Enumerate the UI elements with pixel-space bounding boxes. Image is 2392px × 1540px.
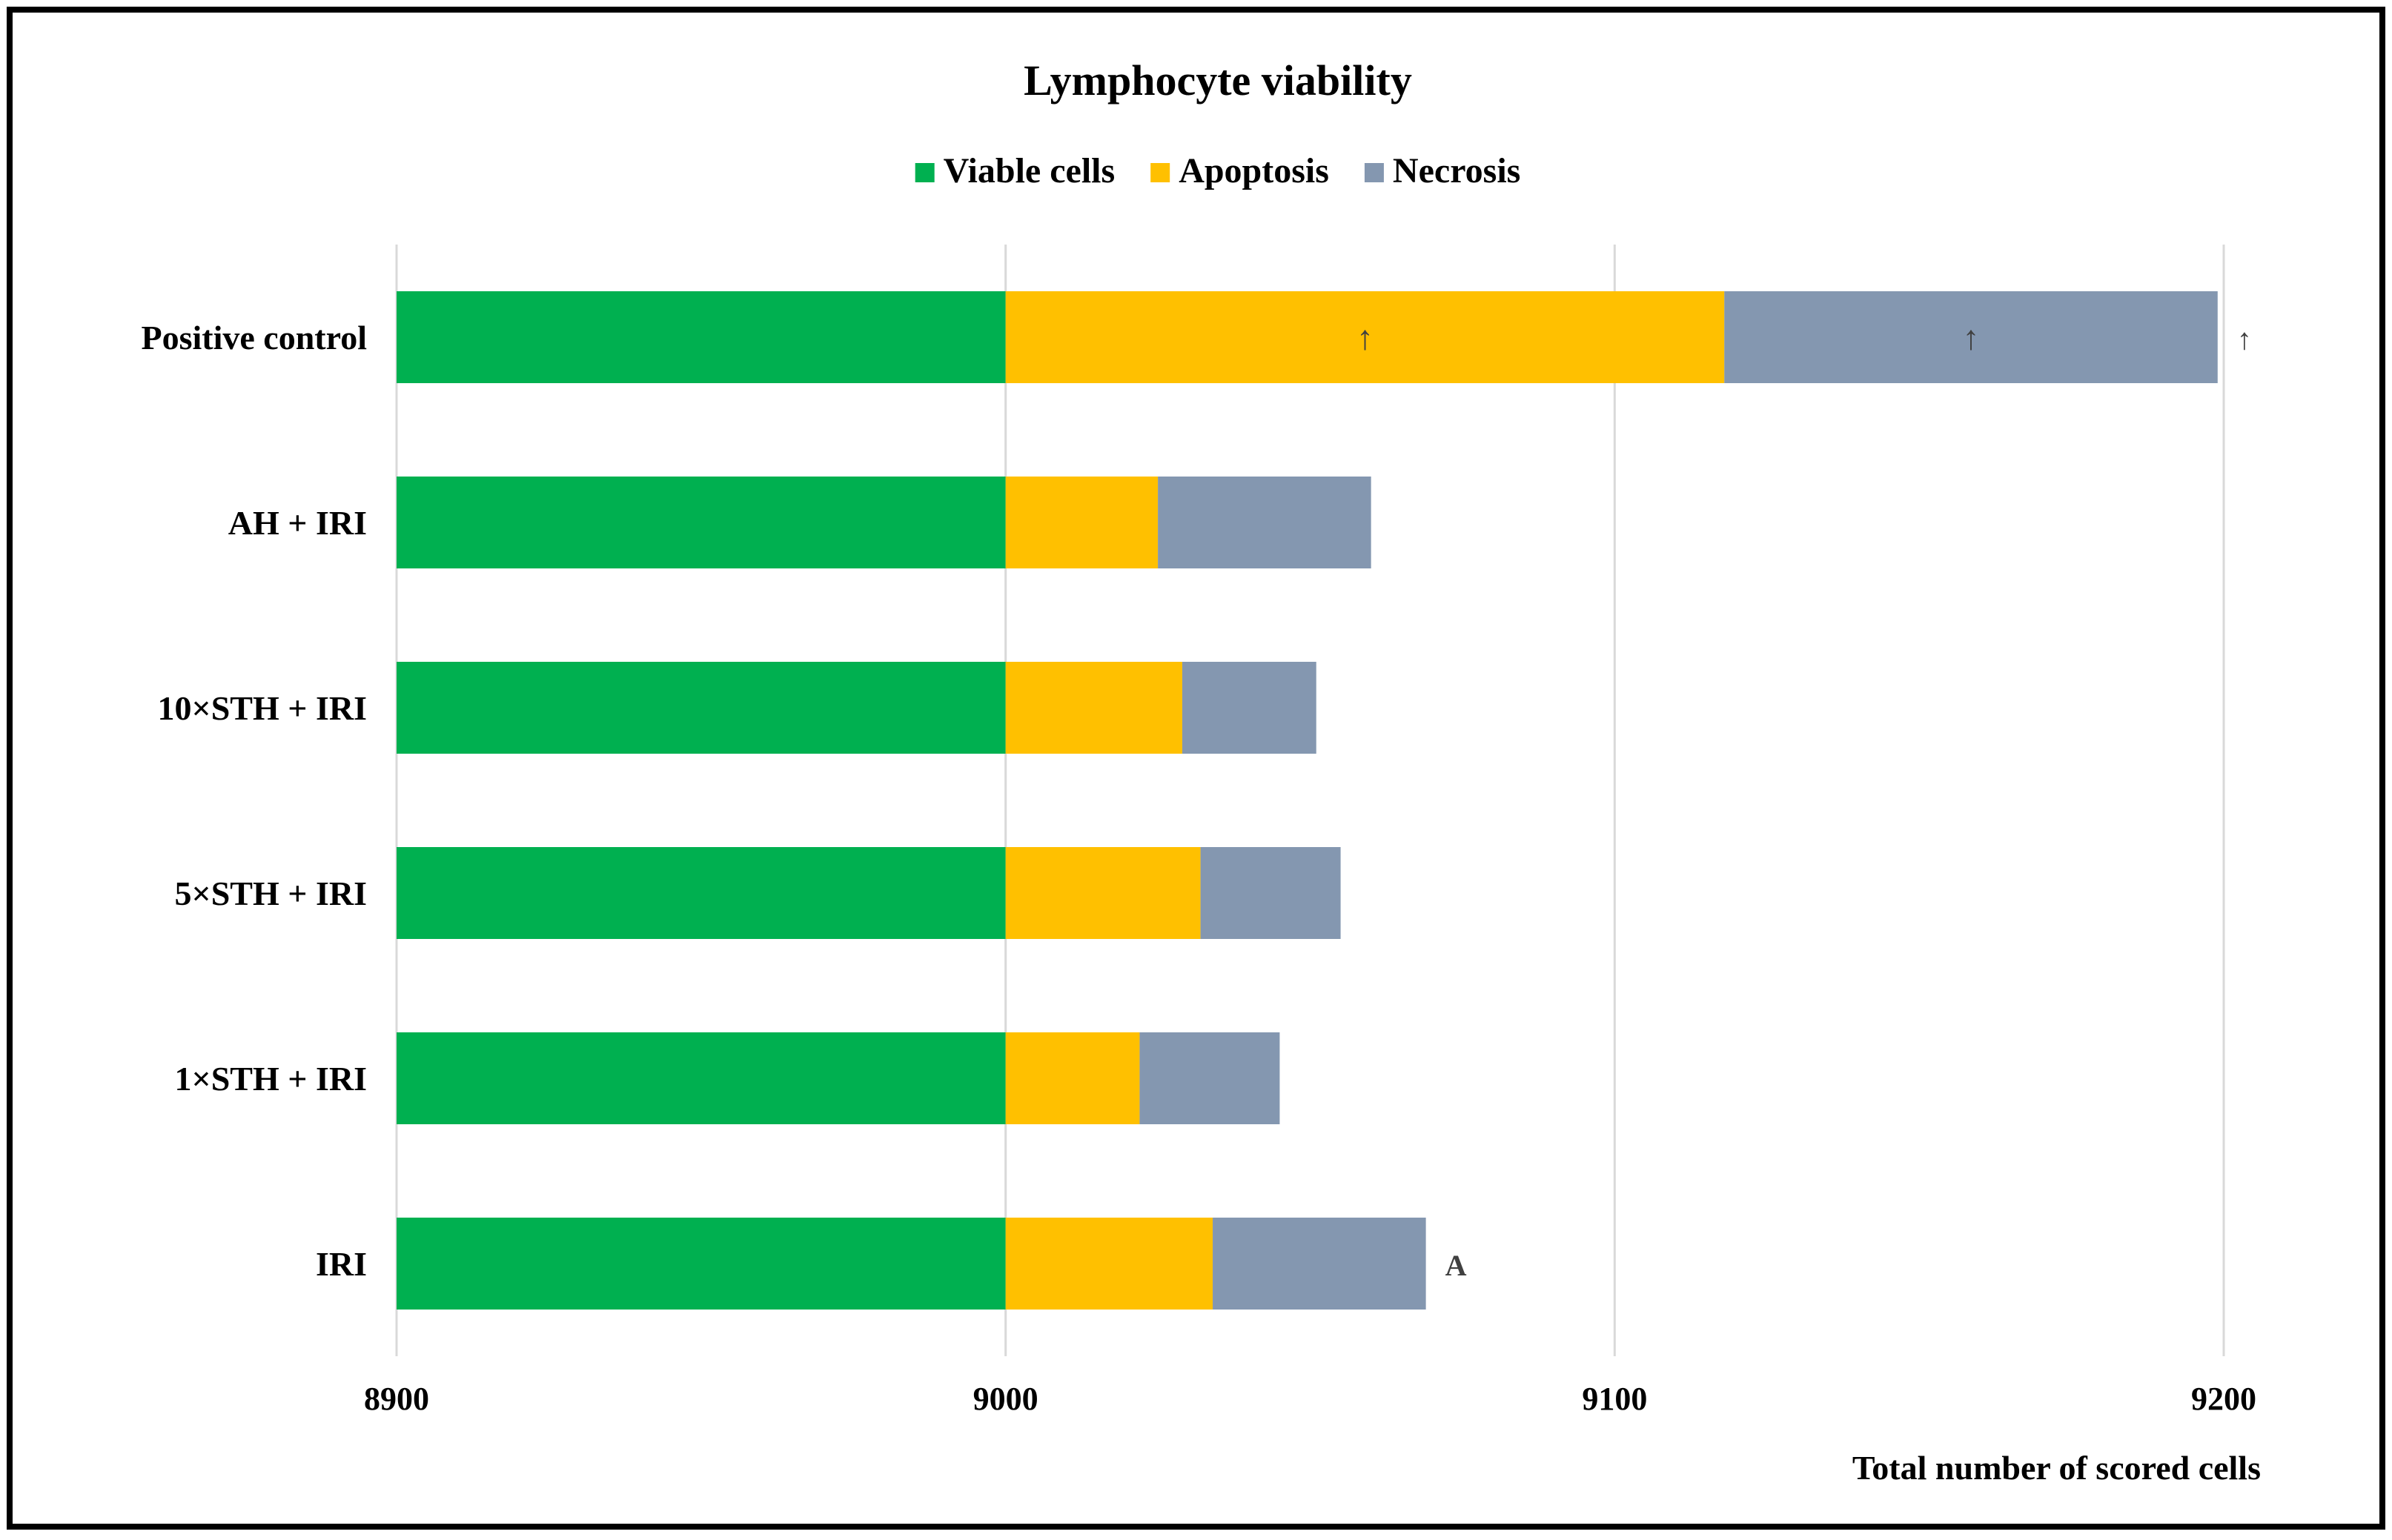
bar-apoptosis-positive-control — [1005, 291, 1725, 383]
bar-apoptosis-ah-iri — [1005, 477, 1159, 568]
bar-necrosis-1xsth-iri — [1139, 1032, 1280, 1124]
legend-label-necrosis: Necrosis — [1393, 151, 1520, 190]
legend: Viable cells Apoptosis Necrosis — [915, 151, 1520, 190]
category-label-positive-control: Positive control — [142, 319, 367, 356]
bar-necrosis-5xsth-iri — [1200, 847, 1341, 939]
bar-necrosis-ah-iri — [1158, 477, 1371, 568]
x-tick-label: 9100 — [1582, 1381, 1647, 1417]
category-label-1xsth-iri: 1×STH + IRI — [175, 1060, 368, 1098]
legend-swatch-viable-cells — [915, 163, 935, 182]
category-label-iri: IRI — [316, 1245, 367, 1283]
bar-apoptosis-5xsth-iri — [1005, 847, 1201, 939]
bar-necrosis-10xsth-iri — [1182, 662, 1316, 754]
annotation-necrosis-positive-control: ↑ — [1963, 319, 1980, 356]
x-tick-labels: 8900 9000 9100 9200 — [364, 1381, 2256, 1417]
bar-apoptosis-iri — [1005, 1218, 1213, 1310]
x-tick-label: 8900 — [364, 1381, 429, 1417]
legend-swatch-apoptosis — [1150, 163, 1170, 182]
x-tick-label: 9000 — [973, 1381, 1038, 1417]
grid — [395, 245, 2225, 1356]
annotations: ↑ ↑ ↑ A — [1356, 319, 2252, 1282]
category-label-10xsth-iri: 10×STH + IRI — [158, 689, 368, 727]
bar-viable-cells-ah-iri — [397, 477, 1006, 568]
bars — [397, 291, 2218, 1310]
legend-swatch-necrosis — [1364, 163, 1384, 182]
bar-viable-cells-iri — [397, 1218, 1006, 1310]
legend-label-viable-cells: Viable cells — [944, 151, 1116, 190]
annotation-total-iri: A — [1445, 1249, 1467, 1282]
x-axis-label: Total number of scored cells — [1852, 1449, 2261, 1487]
bar-viable-cells-positive-control — [397, 291, 1006, 383]
legend-label-apoptosis: Apoptosis — [1179, 151, 1329, 190]
bar-necrosis-iri — [1213, 1218, 1426, 1310]
x-tick-label: 9200 — [2191, 1381, 2256, 1417]
annotation-apoptosis-positive-control: ↑ — [1356, 319, 1374, 356]
bar-apoptosis-10xsth-iri — [1005, 662, 1182, 754]
bar-apoptosis-1xsth-iri — [1005, 1032, 1140, 1124]
category-label-5xsth-iri: 5×STH + IRI — [175, 874, 368, 912]
bar-viable-cells-10xsth-iri — [397, 662, 1006, 754]
category-label-ah-iri: AH + IRI — [228, 504, 367, 542]
bar-viable-cells-1xsth-iri — [397, 1032, 1006, 1124]
annotation-total-positive-control: ↑ — [2237, 322, 2252, 356]
category-labels: Positive control AH + IRI 10×STH + IRI 5×ST… — [142, 319, 367, 1283]
bar-necrosis-positive-control — [1724, 291, 2218, 383]
bar-viable-cells-5xsth-iri — [397, 847, 1006, 939]
chart-title: Lymphocyte viability — [1024, 56, 1412, 104]
